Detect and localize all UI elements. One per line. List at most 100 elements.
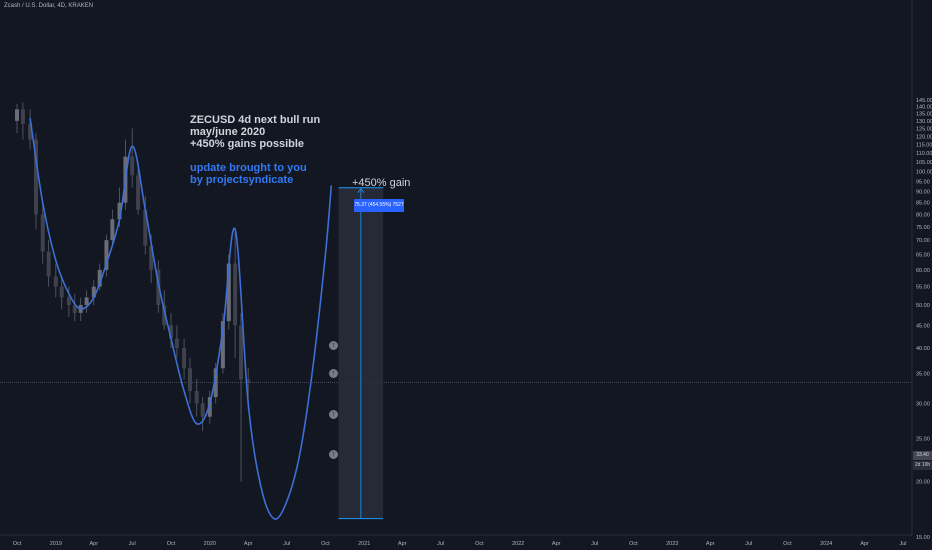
candle-body [46,251,51,277]
candle-body [182,347,187,369]
y-tick-label: 35.00 [916,372,930,378]
candle-body [84,297,89,305]
candle-body [174,338,179,348]
x-tick-label: Apr [244,541,253,547]
x-tick-label: 2021 [358,541,370,547]
y-tick-label: 80.00 [916,212,930,218]
candle-body [117,202,122,220]
y-tick-label: 50.00 [916,303,930,309]
y-tick-label: 105.00 [916,160,932,166]
candle-body [72,304,77,313]
projection-curve [29,117,333,520]
x-tick-label: 2019 [50,541,62,547]
x-tick-label: Apr [706,541,715,547]
candle-body [143,209,148,246]
y-tick-label: 70.00 [916,238,930,244]
x-tick-label: Apr [398,541,407,547]
y-tick-label: 85.00 [916,201,930,207]
x-tick-label: Jul [745,541,752,547]
candle-body [156,269,161,305]
candle-body [239,325,244,380]
y-tick-label: 20.00 [916,480,930,486]
candle-body [213,368,218,398]
y-tick-label: 15.00 [916,535,930,541]
y-tick-label: 65.00 [916,252,930,258]
candle-body [187,368,192,391]
candle-body [33,139,38,215]
candle-body [15,109,19,121]
y-tick-label: 45.00 [916,323,930,329]
x-tick-label: Jul [899,541,906,547]
candle-body [66,297,71,305]
y-tick-label: 115.00 [916,142,932,148]
x-tick-label: Oct [13,541,22,547]
candle-body [130,156,135,176]
y-tick-label: 130.00 [916,119,932,125]
x-tick-label: Oct [783,541,792,547]
candle-body [149,245,154,270]
x-tick-label: Oct [629,541,638,547]
x-tick-label: Apr [90,541,99,547]
y-tick-label: 140.00 [916,105,932,111]
candle-body [233,263,238,326]
up-arrow-icon[interactable]: ↑ [328,450,338,460]
candle-body [246,379,251,383]
up-arrow-icon[interactable]: ↑ [328,410,338,420]
candle-body [97,269,102,287]
y-tick-label: 55.00 [916,285,930,291]
y-tick-label: 75.00 [916,225,930,231]
candle-body [59,286,64,298]
candle-body [110,219,115,241]
x-tick-label: Apr [552,541,561,547]
y-tick-label: 145.00 [916,98,932,104]
candle-body [104,240,109,270]
candle-body [194,390,199,404]
candle-body [168,325,173,339]
candle-body [220,321,225,369]
candle-body [207,397,212,417]
y-tick-label: 110.00 [916,151,932,157]
candle-body [20,109,25,124]
y-tick-label: 95.00 [916,179,930,185]
candle-body [91,286,96,298]
up-arrow-icon[interactable]: ↑ [328,341,338,351]
candle-body [53,276,58,287]
x-tick-label: Oct [321,541,330,547]
candle-body [136,175,141,210]
x-tick-label: Jul [283,541,290,547]
x-tick-label: Jul [129,541,136,547]
x-tick-label: Oct [167,541,176,547]
x-tick-label: 2023 [666,541,678,547]
y-tick-label: 100.00 [916,169,932,175]
countdown-tag: 2d 10h [913,461,932,470]
candle-body [162,304,167,326]
y-tick-label: 40.00 [916,346,930,352]
x-tick-label: 2024 [820,541,832,547]
y-tick-label: 25.00 [916,437,930,443]
y-tick-label: 60.00 [916,268,930,274]
x-tick-label: Apr [860,541,869,547]
candle-body [200,403,205,417]
current-price-tag: 33.40 [913,451,932,460]
candle-body [40,214,45,252]
annotation-credit-note[interactable]: update brought to you by projectsyndicat… [190,162,307,186]
up-arrow-icon[interactable]: ↑ [328,369,338,379]
annotation-main-note[interactable]: ZECUSD 4d next bull run may/june 2020 +4… [190,114,321,150]
candle-body [28,123,33,140]
range-arrow-head [357,188,365,193]
y-tick-label: 135.00 [916,112,932,118]
x-tick-label: Jul [591,541,598,547]
y-tick-label: 90.00 [916,190,930,196]
x-tick-label: 2020 [204,541,216,547]
y-tick-label: 30.00 [916,401,930,407]
symbol-header[interactable]: Zcash / U.S. Dollar, 4D, KRAKEN [4,3,94,9]
y-tick-label: 125.00 [916,126,932,132]
measure-label[interactable]: 75.37 (454.55%) 7527 [354,199,404,212]
candle-body [226,263,231,322]
x-tick-label: Oct [475,541,484,547]
x-tick-label: Jul [437,541,444,547]
gain-annotation[interactable]: +450% gain [352,177,411,189]
x-tick-label: 2022 [512,541,524,547]
y-tick-label: 120.00 [916,134,932,140]
